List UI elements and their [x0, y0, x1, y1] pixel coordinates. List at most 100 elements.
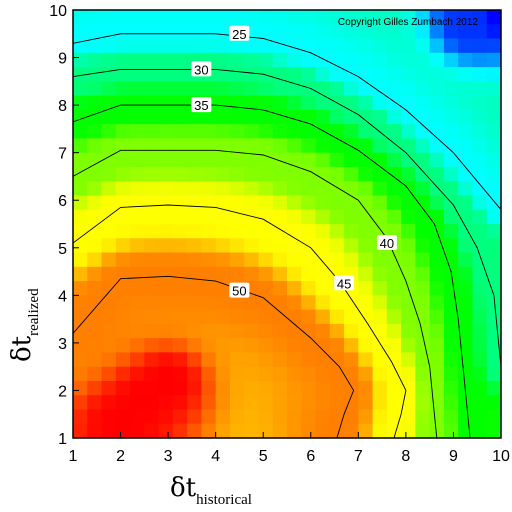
heatmap-cell	[115, 366, 131, 382]
heatmap-cell	[401, 124, 416, 139]
heatmap-cell	[201, 109, 217, 125]
heatmap-cell	[315, 338, 331, 353]
heatmap-cell	[101, 281, 117, 296]
heatmap-cell	[344, 67, 359, 82]
heatmap-cell	[344, 352, 359, 368]
heatmap-cell	[73, 338, 88, 353]
heatmap-cell	[258, 224, 274, 239]
heatmap-cell	[87, 152, 103, 168]
heatmap-cell	[87, 95, 103, 111]
heatmap-cell	[401, 266, 416, 282]
contour-line-25	[73, 33, 501, 210]
heatmap-cell	[472, 152, 488, 168]
heatmap-cell	[187, 166, 202, 182]
heatmap-cell	[472, 209, 488, 225]
heatmap-cell	[101, 323, 117, 339]
copyright-text: Copyright Gilles Zumbach 2012	[338, 17, 479, 28]
heatmap-cell	[87, 52, 103, 68]
heatmap-cell	[472, 181, 488, 197]
heatmap-cell	[329, 10, 345, 25]
heatmap-cell	[272, 338, 288, 353]
heatmap-cell	[415, 124, 431, 139]
heatmap-cell	[287, 109, 302, 125]
heatmap-cell	[215, 10, 231, 25]
heatmap-cell	[244, 152, 260, 168]
heatmap-cell	[301, 10, 317, 25]
heatmap-cell	[215, 252, 231, 268]
heatmap-cell	[344, 409, 359, 425]
heatmap-cell	[386, 323, 402, 339]
x-tick-label: 7	[354, 448, 363, 465]
heatmap-cell	[115, 395, 131, 411]
heatmap-cell	[301, 124, 317, 139]
heatmap-cell	[443, 395, 459, 411]
heatmap-cell	[358, 152, 374, 168]
heatmap-cell	[443, 224, 459, 239]
heatmap-cell	[215, 81, 231, 97]
heatmap-cell	[315, 281, 331, 296]
heatmap-cell	[272, 81, 288, 97]
heatmap-cell	[172, 252, 188, 268]
heatmap-cell	[486, 152, 501, 168]
x-tick-label: 5	[259, 448, 268, 465]
heatmap-cell	[115, 309, 131, 325]
x-tick-label: 1	[69, 448, 78, 465]
heatmap-cell	[372, 24, 388, 40]
y-tick-label: 5	[58, 241, 67, 258]
heatmap-cell	[429, 295, 445, 311]
heatmap-cell	[258, 209, 274, 225]
heatmap-cell	[172, 38, 188, 54]
heatmap-cell	[458, 423, 474, 438]
y-tick-label: 1	[58, 431, 67, 448]
heatmap-cell	[115, 209, 131, 225]
y-tick-label: 10	[49, 3, 67, 20]
heatmap-cell	[329, 352, 345, 368]
heatmap-cell	[344, 195, 359, 211]
heatmap-cell	[443, 281, 459, 296]
heatmap-cell	[472, 380, 488, 396]
heatmap-cell	[372, 423, 388, 438]
heatmap-cell	[472, 52, 488, 68]
heatmap-cell	[229, 295, 245, 311]
heatmap-cell	[272, 138, 288, 154]
heatmap-cell	[386, 395, 402, 411]
heatmap-cell	[386, 281, 402, 296]
heatmap-cell	[130, 24, 145, 40]
heatmap-cell	[329, 238, 345, 254]
heatmap-cell	[415, 395, 431, 411]
heatmap-cell	[458, 152, 474, 168]
y-axis-label: δtrealized	[7, 288, 42, 362]
heatmap-cell	[73, 95, 88, 111]
heatmap-cell	[443, 409, 459, 425]
heatmap-cell	[458, 281, 474, 296]
heatmap-cell	[372, 252, 388, 268]
heatmap-cell	[258, 124, 274, 139]
heatmap-cell	[415, 138, 431, 154]
heatmap-cell	[172, 295, 188, 311]
heatmap-cell	[87, 238, 103, 254]
heatmap-cell	[315, 395, 331, 411]
heatmap-cell	[372, 281, 388, 296]
heatmap-cell	[272, 181, 288, 197]
heatmap-cell	[386, 138, 402, 154]
heatmap-cell	[172, 352, 188, 368]
heatmap-cell	[329, 252, 345, 268]
contour-line-30	[73, 68, 501, 367]
heatmap-cell	[287, 152, 302, 168]
heatmap-cell	[73, 323, 88, 339]
heatmap-cell	[172, 67, 188, 82]
heatmap-cell	[215, 380, 231, 396]
heatmap-cell	[158, 10, 174, 25]
heatmap-cell	[372, 81, 388, 97]
heatmap-cell	[329, 124, 345, 139]
heatmap-cell	[472, 95, 488, 111]
heatmap-cell	[372, 138, 388, 154]
heatmap-cell	[258, 38, 274, 54]
heatmap-cell	[429, 281, 445, 296]
heatmap-cell	[458, 295, 474, 311]
heatmap-cell	[201, 195, 217, 211]
heatmap-cell	[115, 124, 131, 139]
y-tick-label: 7	[58, 146, 67, 163]
heatmap-cell	[272, 166, 288, 182]
heatmap-cell	[87, 252, 103, 268]
